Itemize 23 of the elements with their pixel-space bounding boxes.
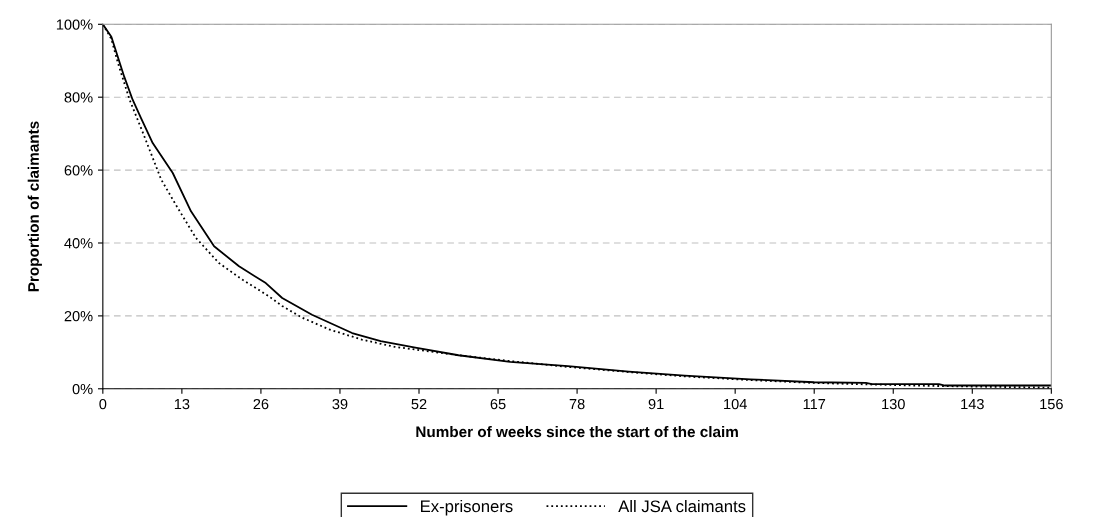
x-tick-label: 39 bbox=[332, 398, 348, 410]
x-tick-label: 104 bbox=[724, 398, 747, 410]
x-tick-label: 78 bbox=[569, 398, 585, 410]
x-tick-label: 130 bbox=[882, 398, 905, 410]
x-tick-label: 26 bbox=[253, 398, 269, 410]
y-tick-label: 60% bbox=[64, 165, 93, 176]
y-axis-title: Proportion of claimants bbox=[27, 121, 42, 292]
x-tick-label: 91 bbox=[648, 398, 664, 410]
legend-label: All JSA claimants bbox=[618, 499, 746, 513]
x-tick-label: 117 bbox=[803, 399, 826, 410]
y-tick-label: 0% bbox=[72, 383, 93, 395]
x-axis-title: Number of weeks since the start of the claim bbox=[416, 425, 738, 438]
legend-label: Ex-prisoners bbox=[421, 499, 513, 516]
y-tick-label: 40% bbox=[64, 238, 93, 249]
y-tick-label: 100% bbox=[56, 19, 93, 30]
x-tick-label: 65 bbox=[490, 398, 506, 410]
y-tick-label: 80% bbox=[64, 92, 93, 103]
x-tick-label: 156 bbox=[1040, 398, 1063, 410]
x-tick-label: 0 bbox=[99, 398, 107, 410]
x-tick-label: 13 bbox=[174, 398, 190, 410]
y-tick-label: 20% bbox=[64, 310, 93, 322]
x-tick-label: 143 bbox=[961, 398, 984, 410]
x-tick-label: 52 bbox=[411, 398, 427, 410]
